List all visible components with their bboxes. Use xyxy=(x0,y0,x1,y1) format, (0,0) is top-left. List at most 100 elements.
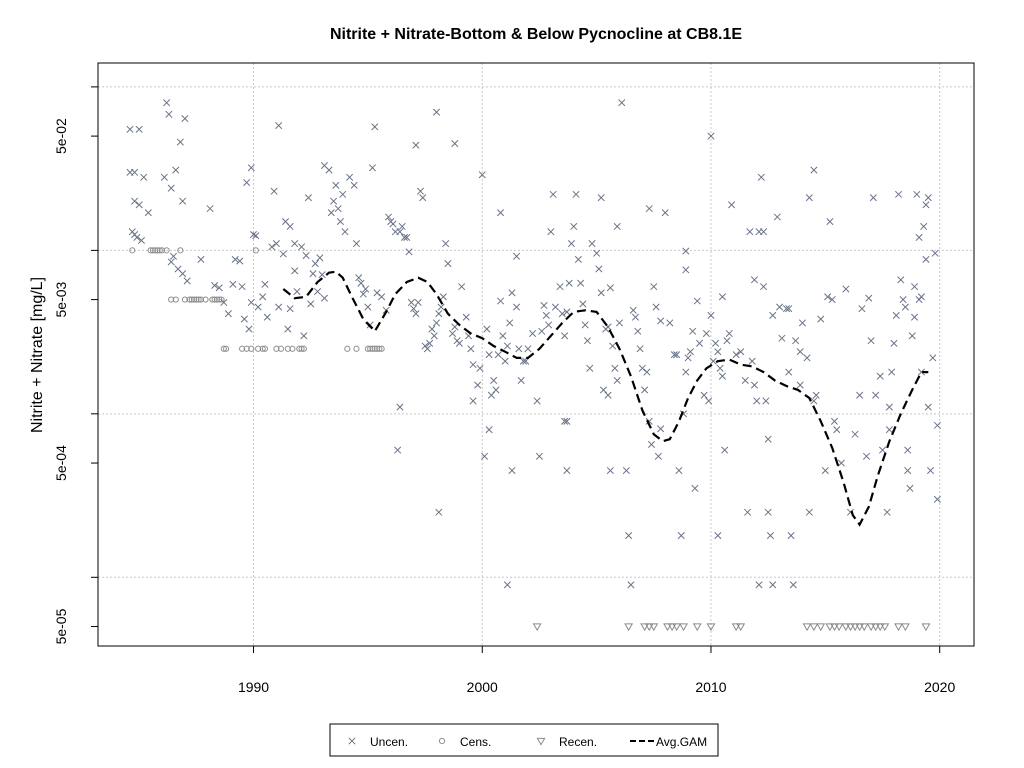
uncensored-point xyxy=(606,466,614,475)
uncensored-point xyxy=(298,243,306,251)
uncensored-point xyxy=(474,381,482,389)
uncensored-point xyxy=(910,313,919,321)
uncensored-point xyxy=(469,397,477,405)
uncensored-point xyxy=(371,123,379,131)
uncensored-point xyxy=(359,290,367,298)
censored-point xyxy=(376,345,383,352)
uncensored-point xyxy=(563,417,571,425)
uncensored-point xyxy=(133,233,141,241)
uncensored-point xyxy=(917,368,925,376)
censored-point xyxy=(261,345,269,352)
censored-point xyxy=(195,296,202,303)
uncensored-point xyxy=(245,325,253,333)
uncensored-point xyxy=(325,166,333,174)
uncensored-point xyxy=(872,391,880,399)
uncensored-point xyxy=(480,452,489,460)
uncensored-point xyxy=(444,260,452,268)
uncensored-point xyxy=(858,305,866,313)
uncensored-point xyxy=(412,141,420,149)
uncensored-point xyxy=(581,321,589,329)
uncensored-point xyxy=(636,345,644,353)
uncensored-point xyxy=(766,532,774,540)
uncensored-point xyxy=(398,222,406,231)
uncensored-point xyxy=(494,351,502,359)
uncensored-point xyxy=(405,248,413,256)
censored-point xyxy=(344,345,351,352)
uncensored-point xyxy=(869,194,877,202)
uncensored-point xyxy=(220,298,228,307)
uncensored-point xyxy=(744,508,752,516)
uncensored-point xyxy=(394,446,402,454)
uncensored-point xyxy=(885,403,893,411)
uncensored-point xyxy=(451,140,459,148)
uncensored-point xyxy=(540,301,548,310)
censored-point xyxy=(248,345,255,352)
uncensored-point xyxy=(432,108,441,116)
censored-point xyxy=(218,296,225,303)
uncensored-point xyxy=(355,274,363,282)
uncensored-point xyxy=(714,348,722,356)
uncensored-point xyxy=(826,218,834,226)
uncensored-point xyxy=(613,222,621,231)
uncensored-point xyxy=(684,354,692,362)
uncensored-point xyxy=(876,372,884,380)
censored-point xyxy=(197,296,205,303)
censored-point xyxy=(152,247,159,254)
recensored-point xyxy=(875,623,885,632)
uncensored-point xyxy=(316,254,324,262)
chart-title: Nitrite + Nitrate-Bottom & Below Pycnocl… xyxy=(330,26,742,43)
recensored-point xyxy=(532,623,542,632)
uncensored-point xyxy=(503,581,511,589)
uncensored-point xyxy=(293,287,301,296)
uncensored-point xyxy=(702,329,710,338)
uncensored-point xyxy=(432,319,441,327)
uncensored-point xyxy=(302,251,310,260)
uncensored-point xyxy=(179,270,187,278)
uncensored-point xyxy=(915,233,923,241)
uncensored-point xyxy=(272,240,280,248)
uncensored-point xyxy=(435,310,443,318)
uncensored-point xyxy=(492,386,500,394)
recensored-point xyxy=(706,623,716,632)
uncensored-point xyxy=(641,386,649,394)
uncensored-point xyxy=(165,110,173,118)
uncensored-point xyxy=(517,376,525,385)
uncensored-point xyxy=(741,376,749,385)
uncensored-point xyxy=(439,293,447,301)
uncensored-point xyxy=(798,319,807,327)
uncensored-point xyxy=(906,484,914,492)
uncensored-point xyxy=(384,213,393,221)
uncensored-point xyxy=(435,508,443,516)
uncensored-point xyxy=(856,391,864,399)
uncensored-point xyxy=(785,368,793,376)
uncensored-point xyxy=(522,357,530,365)
uncensored-point xyxy=(611,364,619,372)
recensored-point xyxy=(866,623,876,632)
censored-point xyxy=(369,345,376,352)
recensored-point xyxy=(871,623,881,632)
censored-point xyxy=(186,296,193,303)
uncensored-point xyxy=(238,283,246,291)
uncensored-point xyxy=(787,532,795,540)
uncensored-point xyxy=(503,342,511,350)
uncensored-point xyxy=(547,228,555,236)
recensored-point xyxy=(900,623,910,632)
uncensored-point xyxy=(922,201,930,209)
uncensored-point xyxy=(485,351,493,359)
x-tick-label: 1990 xyxy=(238,679,269,695)
uncensored-point xyxy=(197,255,205,263)
uncensored-point xyxy=(805,194,813,202)
uncensored-point xyxy=(565,279,573,287)
recensored-point xyxy=(644,623,654,632)
uncensored-point xyxy=(330,197,338,205)
recensored-point xyxy=(536,737,546,746)
uncensored-point xyxy=(327,209,335,217)
uncensored-point xyxy=(760,228,768,236)
recensored-point xyxy=(624,623,634,632)
censored-point xyxy=(243,345,250,352)
censored-point xyxy=(255,345,262,352)
uncensored-point xyxy=(908,332,916,340)
uncensored-point xyxy=(211,281,219,290)
